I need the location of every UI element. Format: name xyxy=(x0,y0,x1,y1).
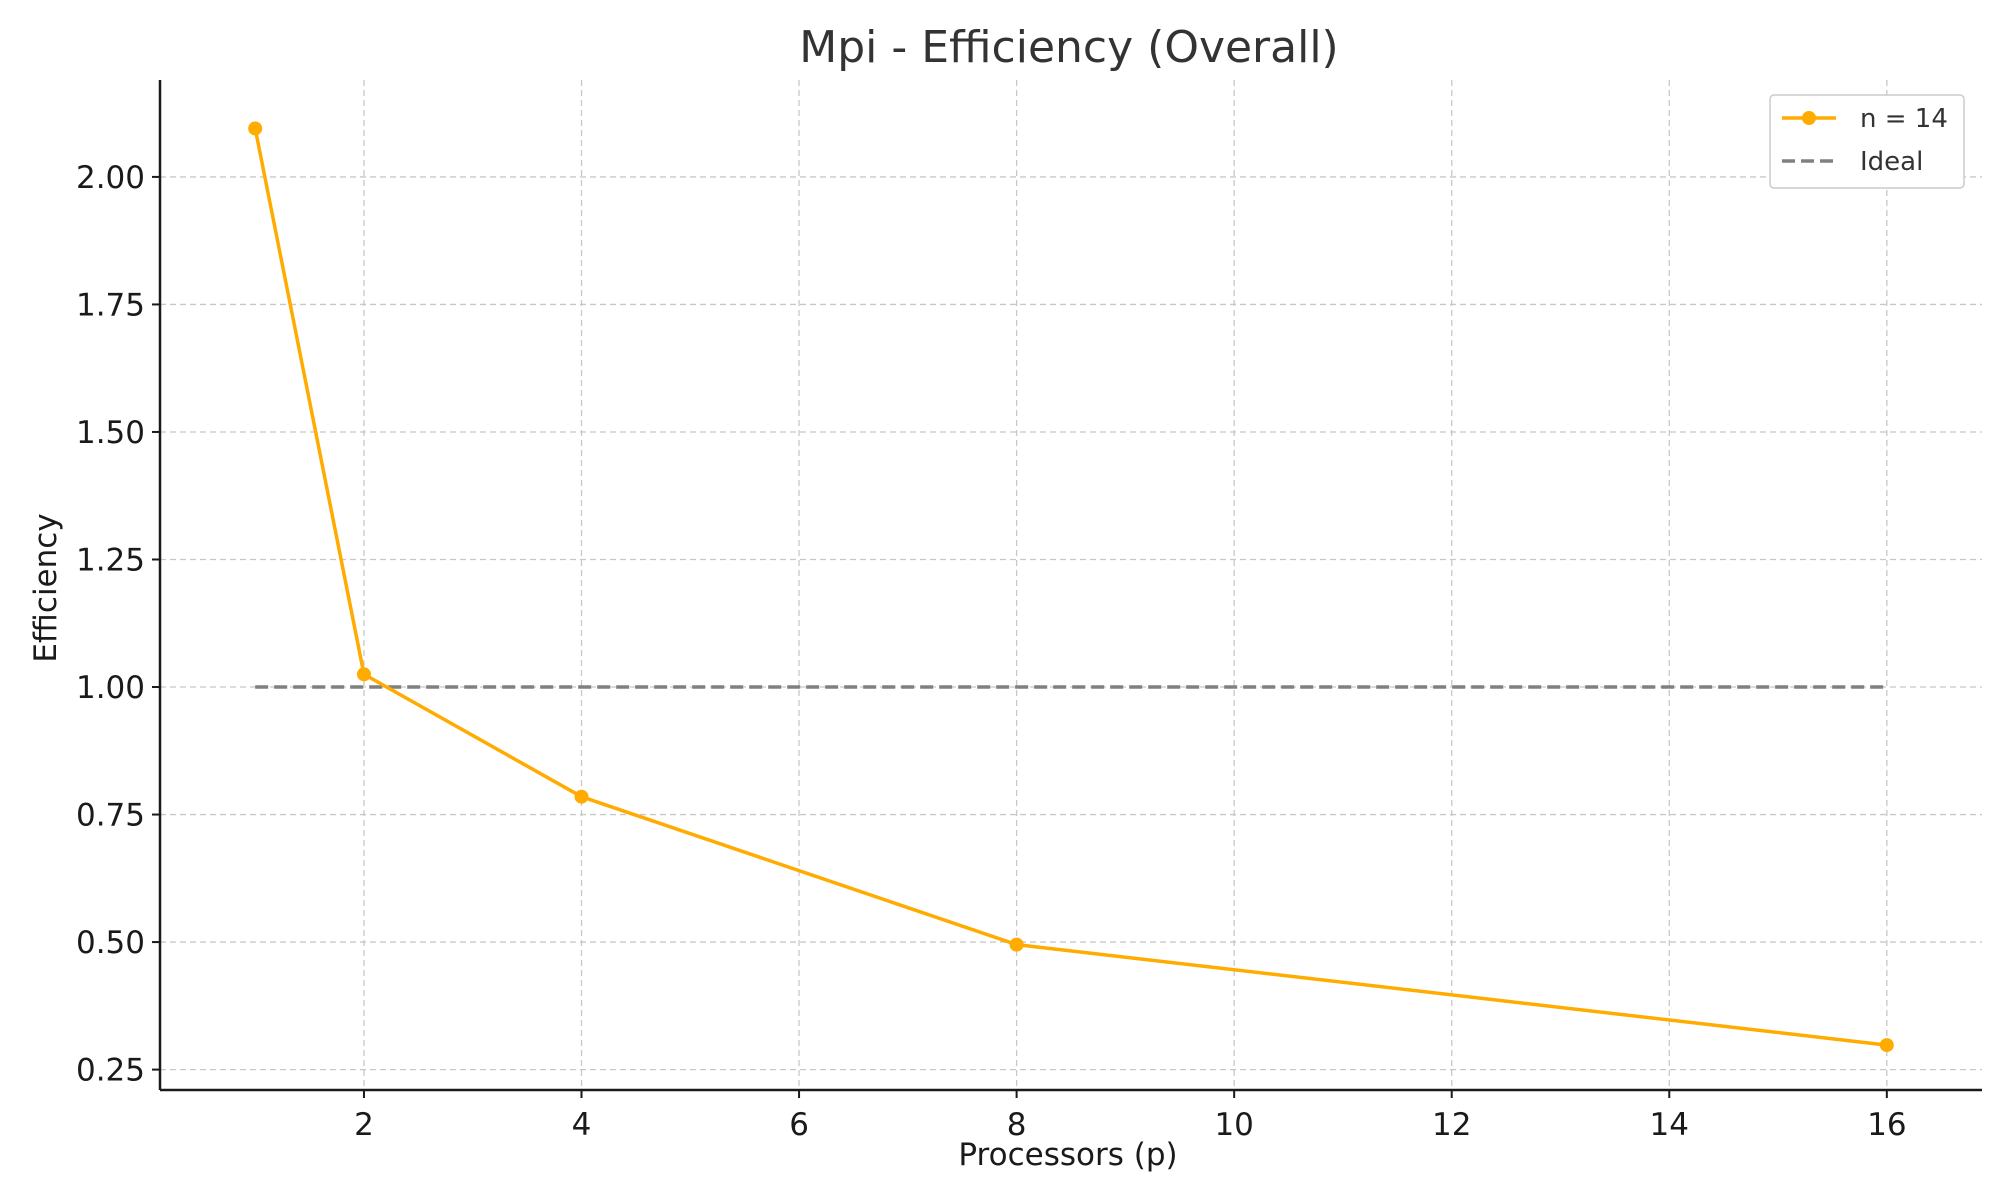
x-tick-label: 6 xyxy=(789,1107,809,1143)
data-point-n-14 xyxy=(574,789,589,804)
series-layer xyxy=(248,121,1894,1053)
x-tick-label: 8 xyxy=(1007,1107,1027,1143)
x-tick-label: 10 xyxy=(1214,1107,1253,1143)
x-tick-label: 16 xyxy=(1867,1107,1906,1143)
axes: 2 4 6 8 10 12 14 16 0.25 0.50 0.75 1.00 1.25 1.50 1.75… xyxy=(76,80,1982,1143)
data-point-n-14 xyxy=(356,667,371,682)
x-tick-label: 12 xyxy=(1432,1107,1471,1143)
data-point-n-14 xyxy=(1879,1038,1894,1053)
y-tick-label: 1.00 xyxy=(76,670,145,706)
y-tick-label: 0.25 xyxy=(76,1053,145,1089)
y-tick-label: 1.25 xyxy=(76,542,145,578)
series-line-n-14 xyxy=(253,128,1888,1047)
grid xyxy=(160,80,1982,1090)
legend-marker-n14 xyxy=(1802,111,1816,125)
legend: n = 14 Ideal xyxy=(1769,94,1965,189)
y-tick-label: 2.00 xyxy=(76,160,145,196)
x-axis-label: Processors (p) xyxy=(958,1137,1177,1173)
y-tick-label: 0.50 xyxy=(76,925,145,961)
x-tick-label: 2 xyxy=(354,1107,374,1143)
chart-title: Mpi - Efficiency (Overall) xyxy=(799,22,1338,73)
y-axis-label: Efficiency xyxy=(28,513,64,662)
y-tick-label: 1.75 xyxy=(76,287,145,323)
x-tick-label: 14 xyxy=(1650,1107,1689,1143)
x-tick-label: 4 xyxy=(572,1107,592,1143)
y-tick-label: 0.75 xyxy=(76,798,145,834)
data-point-n-14 xyxy=(1009,937,1024,952)
legend-label-n14: n = 14 xyxy=(1860,104,1948,134)
legend-label-ideal: Ideal xyxy=(1860,147,1923,177)
data-point-n-14 xyxy=(248,121,263,136)
y-tick-label: 1.50 xyxy=(76,415,145,451)
